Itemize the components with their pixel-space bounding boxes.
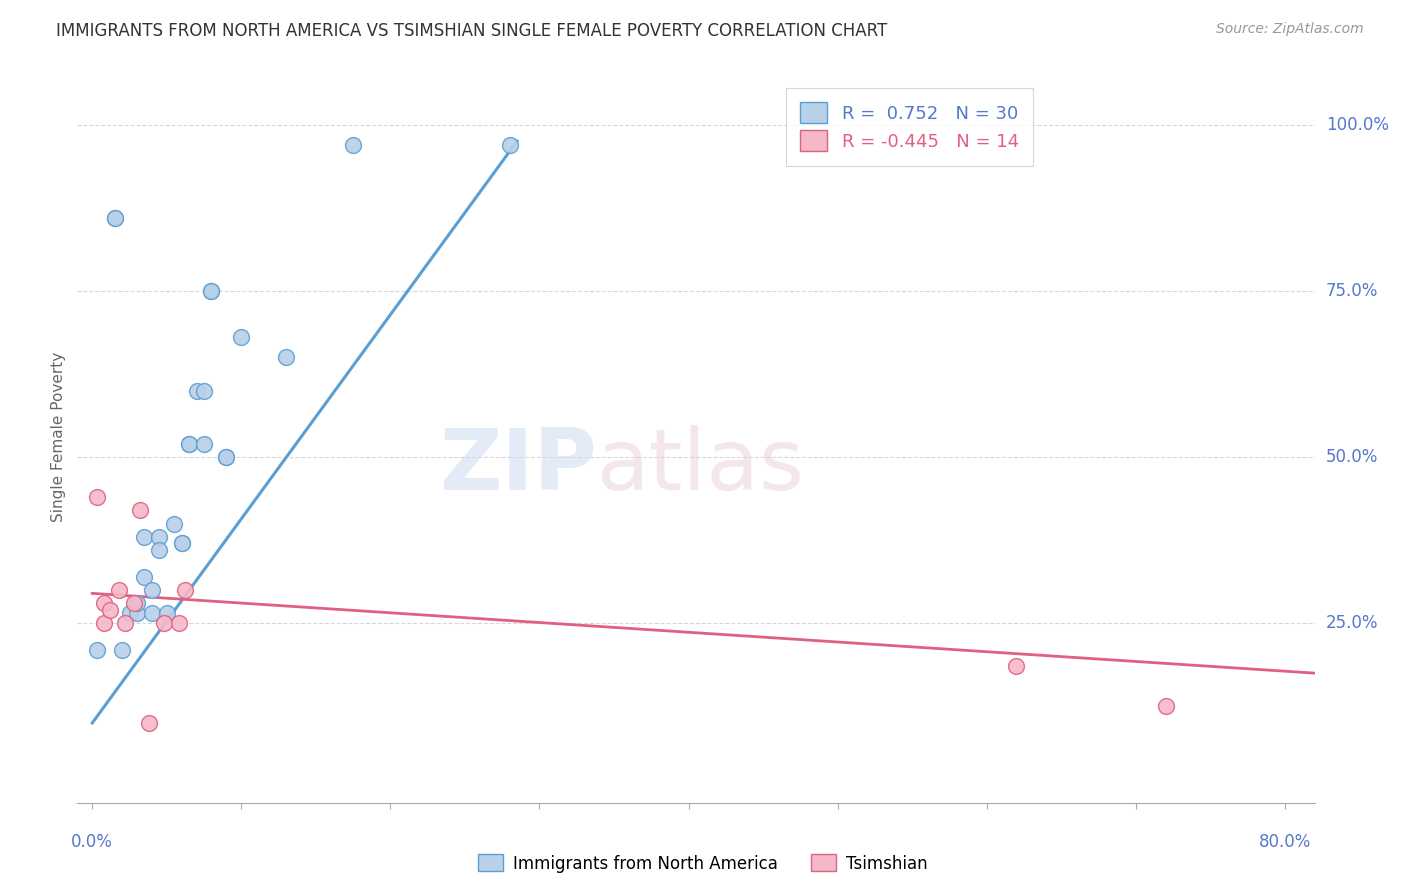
Point bbox=[342, 137, 364, 152]
Point bbox=[179, 436, 201, 450]
Point bbox=[193, 436, 215, 450]
Point bbox=[125, 607, 148, 621]
Text: 50.0%: 50.0% bbox=[1326, 448, 1378, 466]
Point bbox=[152, 616, 174, 631]
Point bbox=[125, 596, 148, 610]
Point bbox=[167, 616, 190, 631]
Text: Source: ZipAtlas.com: Source: ZipAtlas.com bbox=[1216, 22, 1364, 37]
Text: 80.0%: 80.0% bbox=[1258, 833, 1310, 851]
Point bbox=[186, 384, 208, 398]
Text: ZIP: ZIP bbox=[439, 425, 598, 508]
Point bbox=[86, 643, 108, 657]
Point bbox=[200, 284, 222, 298]
Point bbox=[498, 137, 520, 152]
Text: atlas: atlas bbox=[598, 425, 806, 508]
Point bbox=[215, 450, 238, 464]
Point bbox=[193, 384, 215, 398]
Point bbox=[1005, 659, 1028, 673]
Text: 25.0%: 25.0% bbox=[1326, 615, 1378, 632]
Text: IMMIGRANTS FROM NORTH AMERICA VS TSIMSHIAN SINGLE FEMALE POVERTY CORRELATION CHA: IMMIGRANTS FROM NORTH AMERICA VS TSIMSHI… bbox=[56, 22, 887, 40]
Point bbox=[114, 616, 136, 631]
Point bbox=[93, 596, 115, 610]
Legend: R =  0.752   N = 30, R = -0.445   N = 14: R = 0.752 N = 30, R = -0.445 N = 14 bbox=[786, 87, 1033, 166]
Point bbox=[118, 607, 141, 621]
Point bbox=[93, 616, 115, 631]
Text: 75.0%: 75.0% bbox=[1326, 282, 1378, 300]
Point bbox=[170, 536, 193, 550]
Point bbox=[141, 582, 163, 597]
Point bbox=[86, 490, 108, 504]
Point bbox=[104, 211, 127, 225]
Point bbox=[104, 211, 127, 225]
Point bbox=[156, 607, 179, 621]
Point bbox=[215, 450, 238, 464]
Point bbox=[141, 607, 163, 621]
Y-axis label: Single Female Poverty: Single Female Poverty bbox=[51, 352, 66, 522]
Point bbox=[148, 543, 170, 558]
Point bbox=[122, 596, 145, 610]
Point bbox=[148, 530, 170, 544]
Point bbox=[170, 536, 193, 550]
Text: 0.0%: 0.0% bbox=[72, 833, 112, 851]
Point bbox=[129, 503, 152, 517]
Legend: Immigrants from North America, Tsimshian: Immigrants from North America, Tsimshian bbox=[471, 847, 935, 880]
Point bbox=[200, 284, 222, 298]
Point bbox=[134, 570, 156, 584]
Point bbox=[173, 582, 195, 597]
Text: 100.0%: 100.0% bbox=[1326, 116, 1389, 134]
Point bbox=[134, 530, 156, 544]
Point bbox=[274, 351, 297, 365]
Point bbox=[108, 582, 131, 597]
Point bbox=[163, 516, 186, 531]
Point bbox=[138, 716, 160, 731]
Point bbox=[98, 603, 121, 617]
Point bbox=[231, 330, 253, 344]
Point bbox=[111, 643, 134, 657]
Point bbox=[179, 436, 201, 450]
Point bbox=[1154, 699, 1177, 714]
